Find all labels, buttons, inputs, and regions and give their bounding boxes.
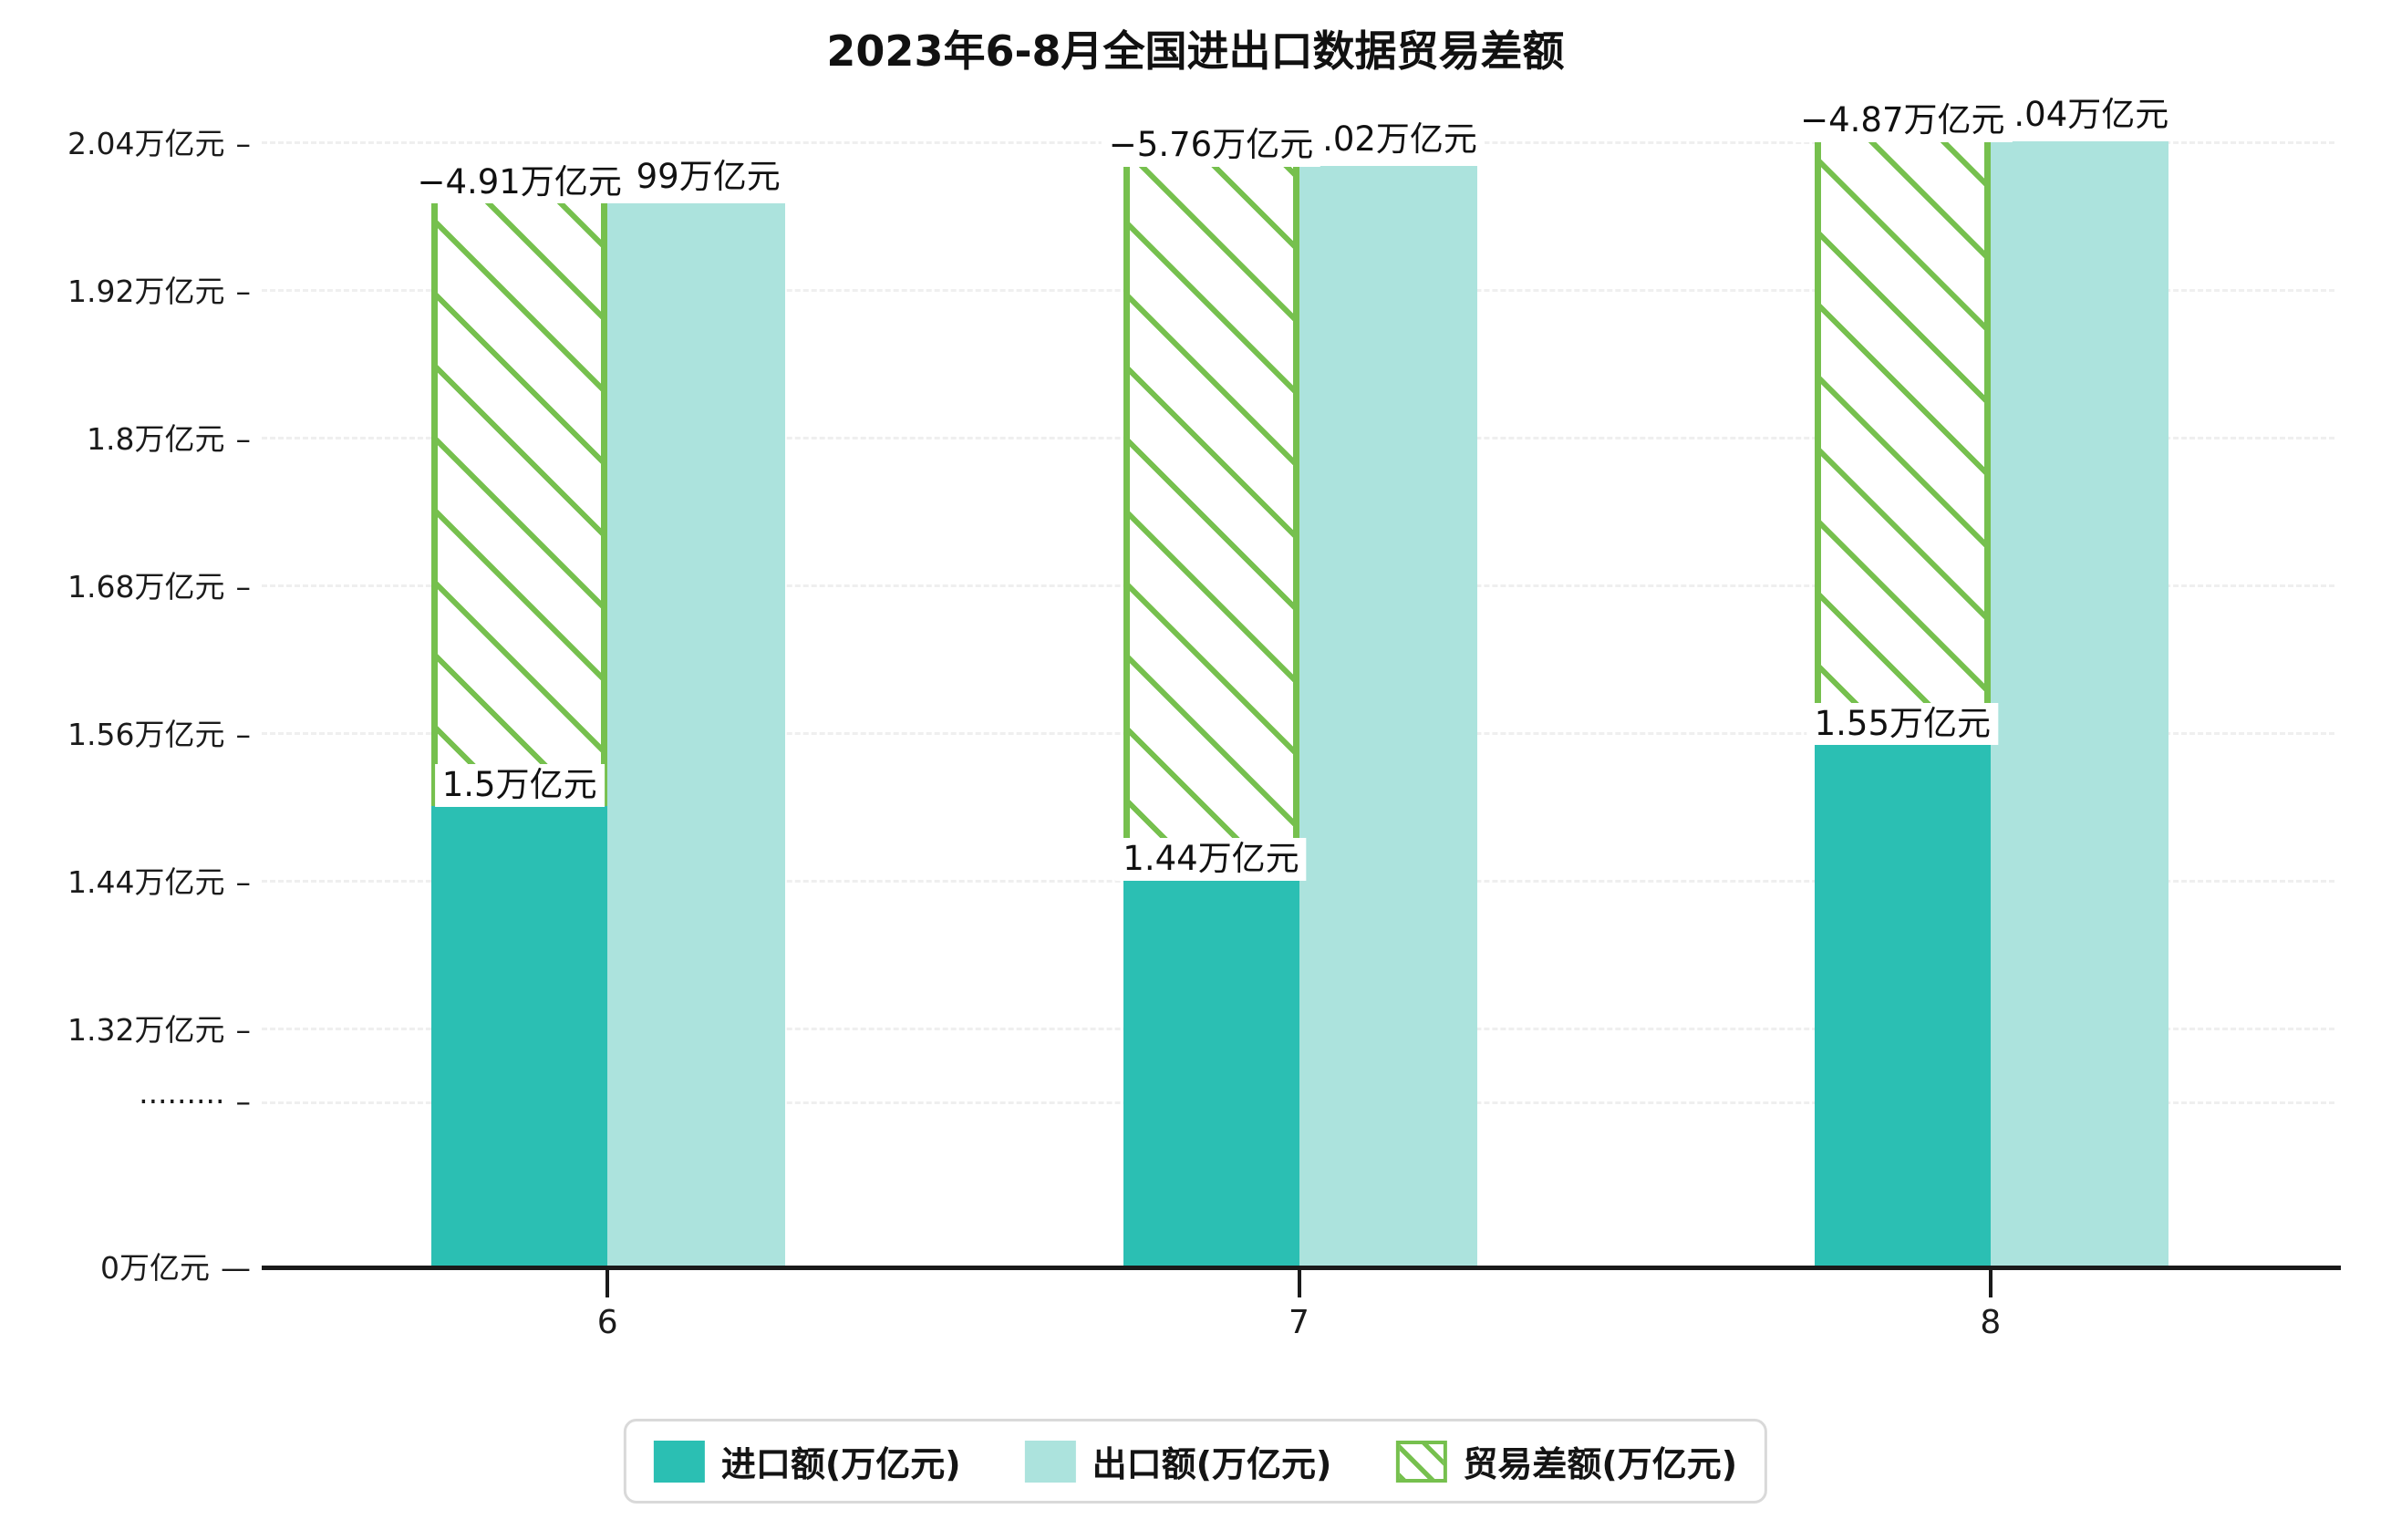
y-axis-tick-mark: – [235, 421, 252, 457]
data-label-balance-7: −5.76万亿元 [1101, 124, 1321, 167]
bar-import-6[interactable] [431, 806, 608, 1266]
data-label-balance-6: −4.91万亿元 [409, 160, 629, 204]
bar-export-6[interactable] [607, 202, 786, 1266]
chart-title: 2023年6-8月全国进出口数据贸易差额 [826, 26, 1565, 76]
legend-label-balance: 贸易差额(万亿元) [1463, 1444, 1738, 1484]
data-label-balance-8: −4.87万亿元 [1793, 99, 2013, 142]
x-axis-tick-label-7: 7 [1289, 1304, 1309, 1341]
y-axis-tick-label: ········· – [139, 1083, 252, 1120]
y-axis-tick-mark: – [235, 274, 252, 309]
data-label-import-8: 1.55万亿元 [1806, 702, 1999, 746]
data-label-export-6: 99万亿元 [628, 155, 788, 199]
y-axis-tick-label: 1.8万亿元 – [87, 421, 252, 457]
chart-legend[interactable]: 进口额(万亿元) 出口额(万亿元) 贸易差额(万亿元) [623, 1419, 1768, 1504]
bar-import-7[interactable] [1123, 880, 1299, 1266]
y-axis-tick-label: 1.92万亿元 – [67, 274, 252, 309]
import-swatch-icon [653, 1440, 705, 1483]
x-axis-tick-label-8: 8 [1980, 1304, 2002, 1341]
bar-export-7[interactable] [1299, 166, 1477, 1266]
x-axis-tick-mark [1988, 1270, 1992, 1297]
legend-item-export[interactable]: 出口额(万亿元) [1024, 1436, 1332, 1486]
y-axis-tick-mark: – [235, 126, 252, 161]
y-axis-tick-label: 2.04万亿元 – [67, 126, 252, 161]
data-label-import-7: 1.44万亿元 [1115, 838, 1307, 881]
y-axis-tick-mark: – [235, 1083, 252, 1120]
y-axis-tick-label: 1.44万亿元 – [67, 864, 252, 900]
legend-label-export: 出口额(万亿元) [1092, 1444, 1332, 1484]
data-label-export-8: .04万亿元 [2006, 94, 2177, 137]
bar-balance-8[interactable] [1814, 141, 1991, 745]
x-axis-tick-mark [606, 1270, 610, 1297]
bar-balance-7[interactable] [1123, 166, 1299, 880]
y-axis-tick-mark: – [235, 1012, 252, 1048]
data-label-import-6: 1.5万亿元 [434, 764, 605, 807]
legend-item-balance[interactable]: 贸易差额(万亿元) [1395, 1436, 1737, 1486]
y-axis-tick-mark: – [235, 717, 252, 752]
bar-import-8[interactable] [1814, 744, 1991, 1266]
balance-swatch-icon [1395, 1440, 1447, 1483]
legend-item-import[interactable]: 进口额(万亿元) [653, 1436, 961, 1486]
y-axis-tick-mark: – [235, 864, 252, 900]
y-axis-tick-label: 1.68万亿元 – [67, 569, 252, 605]
y-axis-tick-label: 0万亿元 — [100, 1250, 251, 1286]
y-axis-tick-mark: – [235, 569, 252, 605]
bar-export-8[interactable] [1990, 141, 2168, 1266]
bar-balance-6[interactable] [431, 202, 608, 806]
y-axis-tick-label: 1.32万亿元 – [67, 1012, 252, 1048]
data-label-export-7: .02万亿元 [1315, 119, 1485, 161]
y-axis-tick-mark: — [221, 1250, 251, 1286]
x-axis-tick-label-6: 6 [596, 1304, 618, 1341]
legend-label-import: 进口额(万亿元) [720, 1444, 961, 1484]
export-swatch-icon [1024, 1440, 1076, 1483]
x-axis-line [262, 1266, 2341, 1270]
x-axis-tick-mark [1297, 1270, 1301, 1297]
y-axis-tick-label: 1.56万亿元 – [67, 717, 252, 752]
